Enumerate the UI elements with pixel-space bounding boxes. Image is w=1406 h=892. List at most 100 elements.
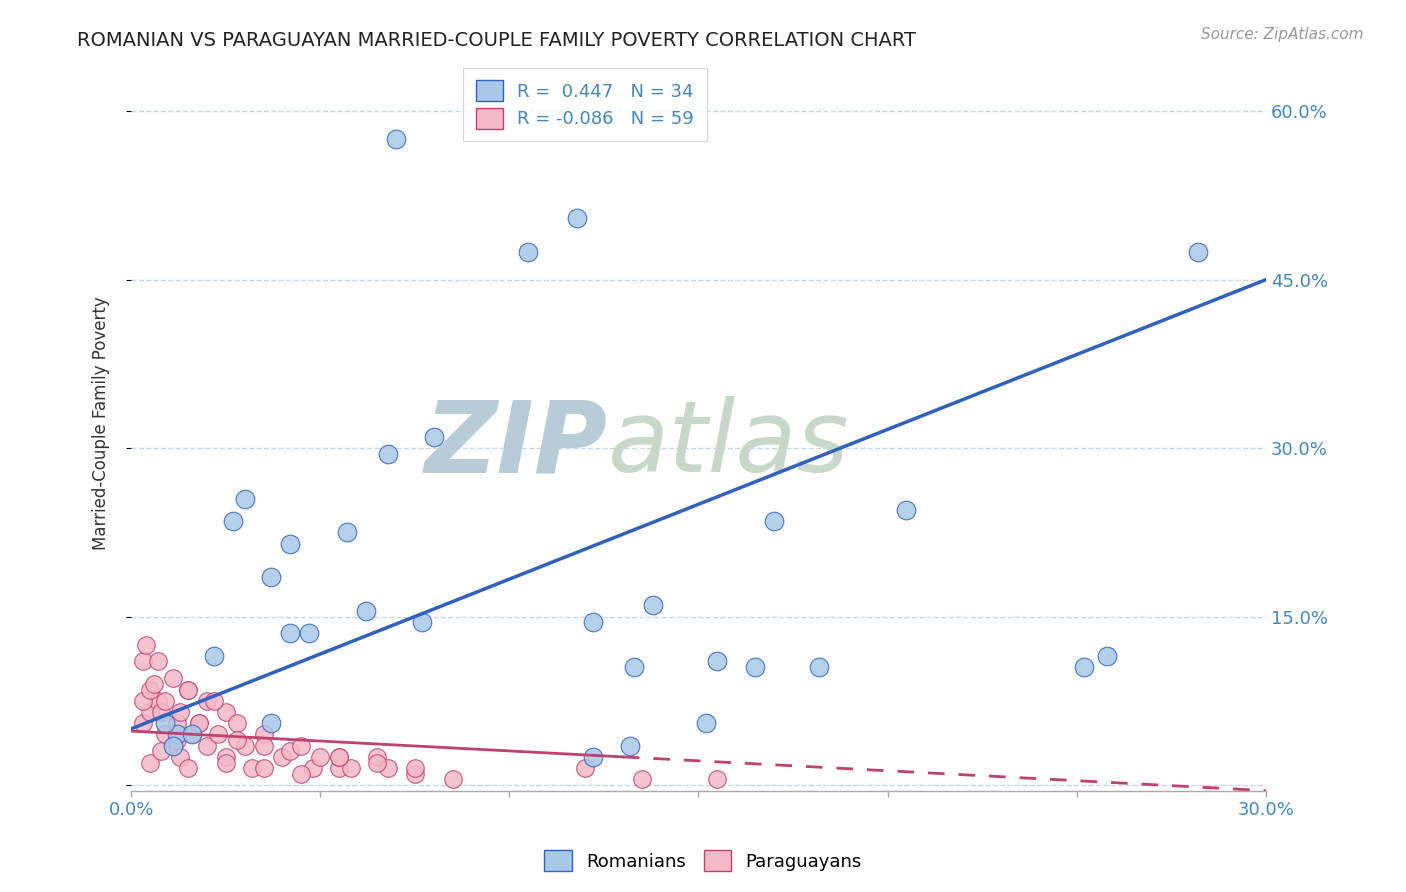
- Point: [581, 750, 603, 764]
- Point: [377, 761, 399, 775]
- Point: [252, 727, 274, 741]
- Point: [309, 750, 332, 764]
- Point: [574, 761, 596, 775]
- Point: [188, 716, 211, 731]
- Point: [366, 756, 388, 770]
- Point: [278, 744, 301, 758]
- Point: [630, 772, 652, 787]
- Point: [763, 514, 786, 528]
- Point: [215, 705, 238, 719]
- Point: [298, 626, 321, 640]
- Point: [215, 750, 238, 764]
- Point: [271, 750, 294, 764]
- Point: [177, 761, 200, 775]
- Point: [180, 727, 202, 741]
- Point: [150, 705, 173, 719]
- Point: [411, 615, 433, 630]
- Text: ZIP: ZIP: [425, 396, 607, 493]
- Point: [290, 766, 312, 780]
- Point: [706, 772, 728, 787]
- Point: [139, 682, 162, 697]
- Point: [139, 705, 162, 719]
- Point: [202, 694, 225, 708]
- Point: [177, 682, 200, 697]
- Legend: Romanians, Paraguayans: Romanians, Paraguayans: [537, 843, 869, 879]
- Point: [808, 660, 831, 674]
- Point: [207, 727, 229, 741]
- Point: [233, 739, 256, 753]
- Text: atlas: atlas: [607, 396, 849, 493]
- Point: [1095, 648, 1118, 663]
- Point: [377, 447, 399, 461]
- Point: [744, 660, 766, 674]
- Point: [328, 750, 350, 764]
- Point: [328, 750, 350, 764]
- Point: [131, 694, 153, 708]
- Text: Source: ZipAtlas.com: Source: ZipAtlas.com: [1201, 27, 1364, 42]
- Point: [623, 660, 645, 674]
- Point: [146, 655, 169, 669]
- Point: [146, 694, 169, 708]
- Point: [252, 739, 274, 753]
- Point: [301, 761, 323, 775]
- Point: [1187, 244, 1209, 259]
- Point: [404, 766, 426, 780]
- Point: [441, 772, 464, 787]
- Point: [422, 430, 444, 444]
- Point: [215, 756, 238, 770]
- Legend: R =  0.447   N = 34, R = -0.086   N = 59: R = 0.447 N = 34, R = -0.086 N = 59: [463, 68, 707, 141]
- Point: [328, 761, 350, 775]
- Point: [153, 716, 176, 731]
- Point: [706, 655, 728, 669]
- Point: [290, 739, 312, 753]
- Point: [226, 733, 249, 747]
- Point: [142, 677, 165, 691]
- Point: [385, 132, 408, 146]
- Point: [195, 694, 218, 708]
- Point: [226, 716, 249, 731]
- Point: [131, 655, 153, 669]
- Point: [222, 514, 245, 528]
- Point: [202, 648, 225, 663]
- Point: [162, 739, 184, 753]
- Point: [180, 727, 202, 741]
- Point: [166, 716, 188, 731]
- Point: [177, 682, 200, 697]
- Point: [240, 761, 263, 775]
- Point: [695, 716, 717, 731]
- Point: [166, 727, 188, 741]
- Point: [162, 671, 184, 685]
- Point: [278, 536, 301, 550]
- Point: [153, 727, 176, 741]
- Point: [278, 626, 301, 640]
- Point: [336, 525, 359, 540]
- Point: [896, 503, 918, 517]
- Point: [131, 716, 153, 731]
- Point: [404, 761, 426, 775]
- Point: [366, 750, 388, 764]
- Point: [135, 638, 157, 652]
- Y-axis label: Married-Couple Family Poverty: Married-Couple Family Poverty: [93, 296, 110, 549]
- Text: ROMANIAN VS PARAGUAYAN MARRIED-COUPLE FAMILY POVERTY CORRELATION CHART: ROMANIAN VS PARAGUAYAN MARRIED-COUPLE FA…: [77, 31, 917, 50]
- Point: [354, 604, 377, 618]
- Point: [153, 694, 176, 708]
- Point: [166, 733, 188, 747]
- Point: [581, 615, 603, 630]
- Point: [619, 739, 641, 753]
- Point: [339, 761, 361, 775]
- Point: [162, 739, 184, 753]
- Point: [188, 716, 211, 731]
- Point: [150, 744, 173, 758]
- Point: [567, 211, 589, 225]
- Point: [260, 570, 283, 584]
- Point: [260, 716, 283, 731]
- Point: [517, 244, 540, 259]
- Point: [139, 756, 162, 770]
- Point: [169, 705, 191, 719]
- Point: [169, 750, 191, 764]
- Point: [641, 599, 664, 613]
- Point: [195, 739, 218, 753]
- Point: [233, 491, 256, 506]
- Point: [252, 761, 274, 775]
- Point: [1073, 660, 1095, 674]
